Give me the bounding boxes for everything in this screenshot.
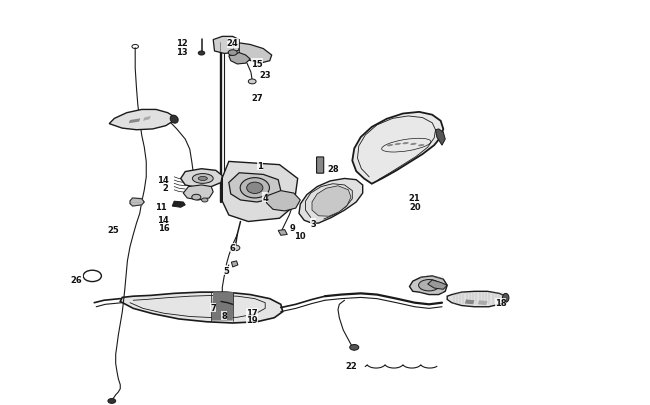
Text: 9: 9 — [290, 224, 295, 233]
Polygon shape — [312, 186, 351, 217]
Circle shape — [248, 80, 256, 85]
Polygon shape — [266, 191, 300, 211]
Polygon shape — [428, 280, 447, 290]
Text: 14: 14 — [157, 215, 168, 224]
Ellipse shape — [170, 116, 178, 124]
Text: 16: 16 — [158, 223, 170, 232]
Ellipse shape — [198, 177, 207, 181]
Ellipse shape — [402, 143, 409, 145]
Text: 6: 6 — [229, 243, 236, 252]
Circle shape — [231, 245, 240, 251]
Polygon shape — [478, 301, 488, 305]
Polygon shape — [120, 292, 283, 323]
Polygon shape — [129, 119, 140, 124]
Text: 1: 1 — [257, 162, 263, 171]
Text: 19: 19 — [246, 315, 258, 324]
Circle shape — [198, 52, 205, 56]
Polygon shape — [109, 110, 174, 130]
Polygon shape — [447, 292, 506, 307]
Text: 3: 3 — [311, 219, 316, 228]
Ellipse shape — [395, 143, 401, 146]
Ellipse shape — [418, 145, 424, 147]
Text: 10: 10 — [294, 231, 306, 240]
Ellipse shape — [246, 183, 263, 194]
Ellipse shape — [192, 174, 213, 184]
Polygon shape — [239, 44, 272, 64]
Polygon shape — [231, 261, 238, 267]
Circle shape — [350, 345, 359, 350]
Polygon shape — [213, 37, 239, 54]
Polygon shape — [183, 185, 213, 200]
Polygon shape — [172, 202, 185, 208]
Text: 12: 12 — [176, 39, 188, 48]
Text: 13: 13 — [176, 48, 188, 57]
Text: 27: 27 — [251, 94, 263, 102]
Text: 23: 23 — [259, 71, 271, 80]
Text: 7: 7 — [211, 303, 216, 312]
Polygon shape — [299, 179, 363, 224]
Circle shape — [228, 51, 237, 56]
Ellipse shape — [419, 280, 439, 291]
Text: 15: 15 — [251, 60, 263, 68]
Text: 28: 28 — [327, 165, 339, 174]
Polygon shape — [222, 162, 298, 222]
Ellipse shape — [502, 294, 509, 303]
Circle shape — [202, 198, 208, 202]
Polygon shape — [436, 130, 445, 146]
Polygon shape — [181, 169, 222, 188]
Polygon shape — [352, 113, 443, 184]
Polygon shape — [410, 276, 447, 295]
Polygon shape — [278, 230, 287, 236]
Ellipse shape — [387, 145, 393, 147]
Polygon shape — [465, 300, 474, 305]
Text: 21: 21 — [409, 194, 421, 203]
Text: 17: 17 — [246, 308, 258, 317]
Ellipse shape — [410, 143, 417, 146]
Text: 8: 8 — [222, 311, 227, 320]
Polygon shape — [130, 198, 144, 207]
Polygon shape — [229, 173, 281, 202]
Text: 11: 11 — [155, 202, 167, 211]
FancyBboxPatch shape — [317, 158, 324, 174]
Circle shape — [108, 399, 116, 403]
Text: 14: 14 — [157, 176, 168, 185]
Text: 18: 18 — [495, 298, 506, 307]
Polygon shape — [229, 53, 250, 65]
Ellipse shape — [240, 178, 270, 198]
Circle shape — [192, 195, 201, 200]
Text: 22: 22 — [345, 361, 357, 370]
Text: 26: 26 — [71, 275, 83, 284]
Text: 5: 5 — [223, 266, 229, 275]
Polygon shape — [211, 292, 234, 321]
Polygon shape — [143, 117, 151, 121]
Text: 20: 20 — [409, 202, 421, 211]
Text: 25: 25 — [108, 226, 120, 234]
Text: 4: 4 — [262, 193, 268, 202]
Text: 2: 2 — [162, 184, 169, 193]
Text: 24: 24 — [227, 39, 239, 48]
